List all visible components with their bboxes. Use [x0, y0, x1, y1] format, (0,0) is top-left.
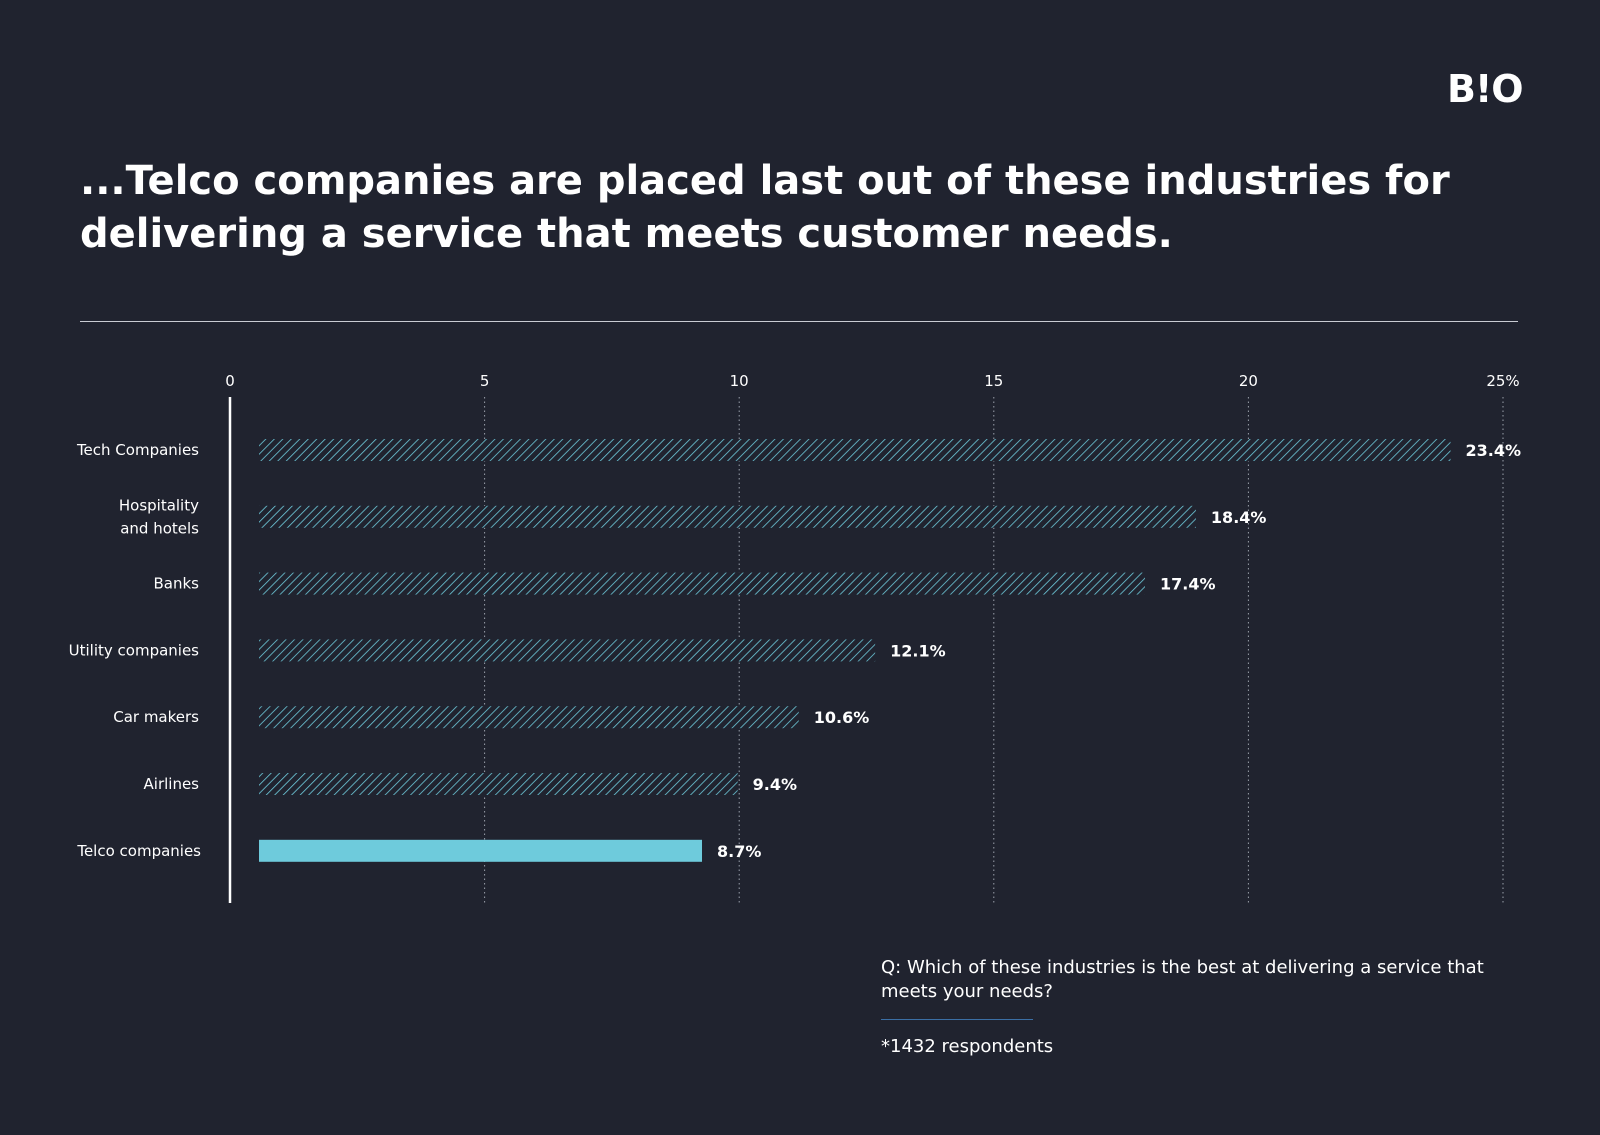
category-label: Banks [154, 575, 200, 593]
x-tick-label: 25% [1486, 372, 1519, 390]
respondent-count: *1432 respondents [881, 1036, 1054, 1057]
category-label: Telco companies [76, 842, 201, 860]
value-label: 10.6% [814, 708, 870, 727]
bar [259, 505, 1196, 528]
bar [259, 572, 1146, 595]
value-label: 8.7% [717, 842, 761, 861]
value-label: 12.1% [890, 641, 946, 660]
value-label: 23.4% [1466, 441, 1522, 460]
bar [259, 706, 799, 729]
bar [259, 639, 876, 662]
x-tick-label: 5 [480, 372, 490, 390]
value-label: 18.4% [1211, 508, 1267, 527]
page-title: ...Telco companies are placed last out o… [80, 158, 1450, 257]
category-label: Hospitality and hotels [119, 496, 199, 537]
bio-logo: B!O [1447, 67, 1524, 111]
footnote-divider [881, 1019, 1033, 1020]
bar [259, 773, 738, 795]
title-divider [80, 321, 1518, 322]
x-tick-label: 10 [730, 372, 749, 390]
x-tick-label: 20 [1239, 372, 1258, 390]
bar [259, 839, 703, 862]
value-label: 9.4% [753, 775, 797, 794]
category-label: Tech Companies [76, 441, 199, 459]
category-label: Car makers [113, 708, 199, 726]
category-label: Utility companies [69, 641, 200, 659]
bar [259, 439, 1451, 461]
x-tick-label: 15 [984, 372, 1003, 390]
value-label: 17.4% [1160, 575, 1216, 594]
x-tick-label: 0 [225, 372, 235, 390]
category-label: Airlines [144, 775, 200, 793]
survey-question: Q: Which of these industries is the best… [881, 957, 1484, 1002]
